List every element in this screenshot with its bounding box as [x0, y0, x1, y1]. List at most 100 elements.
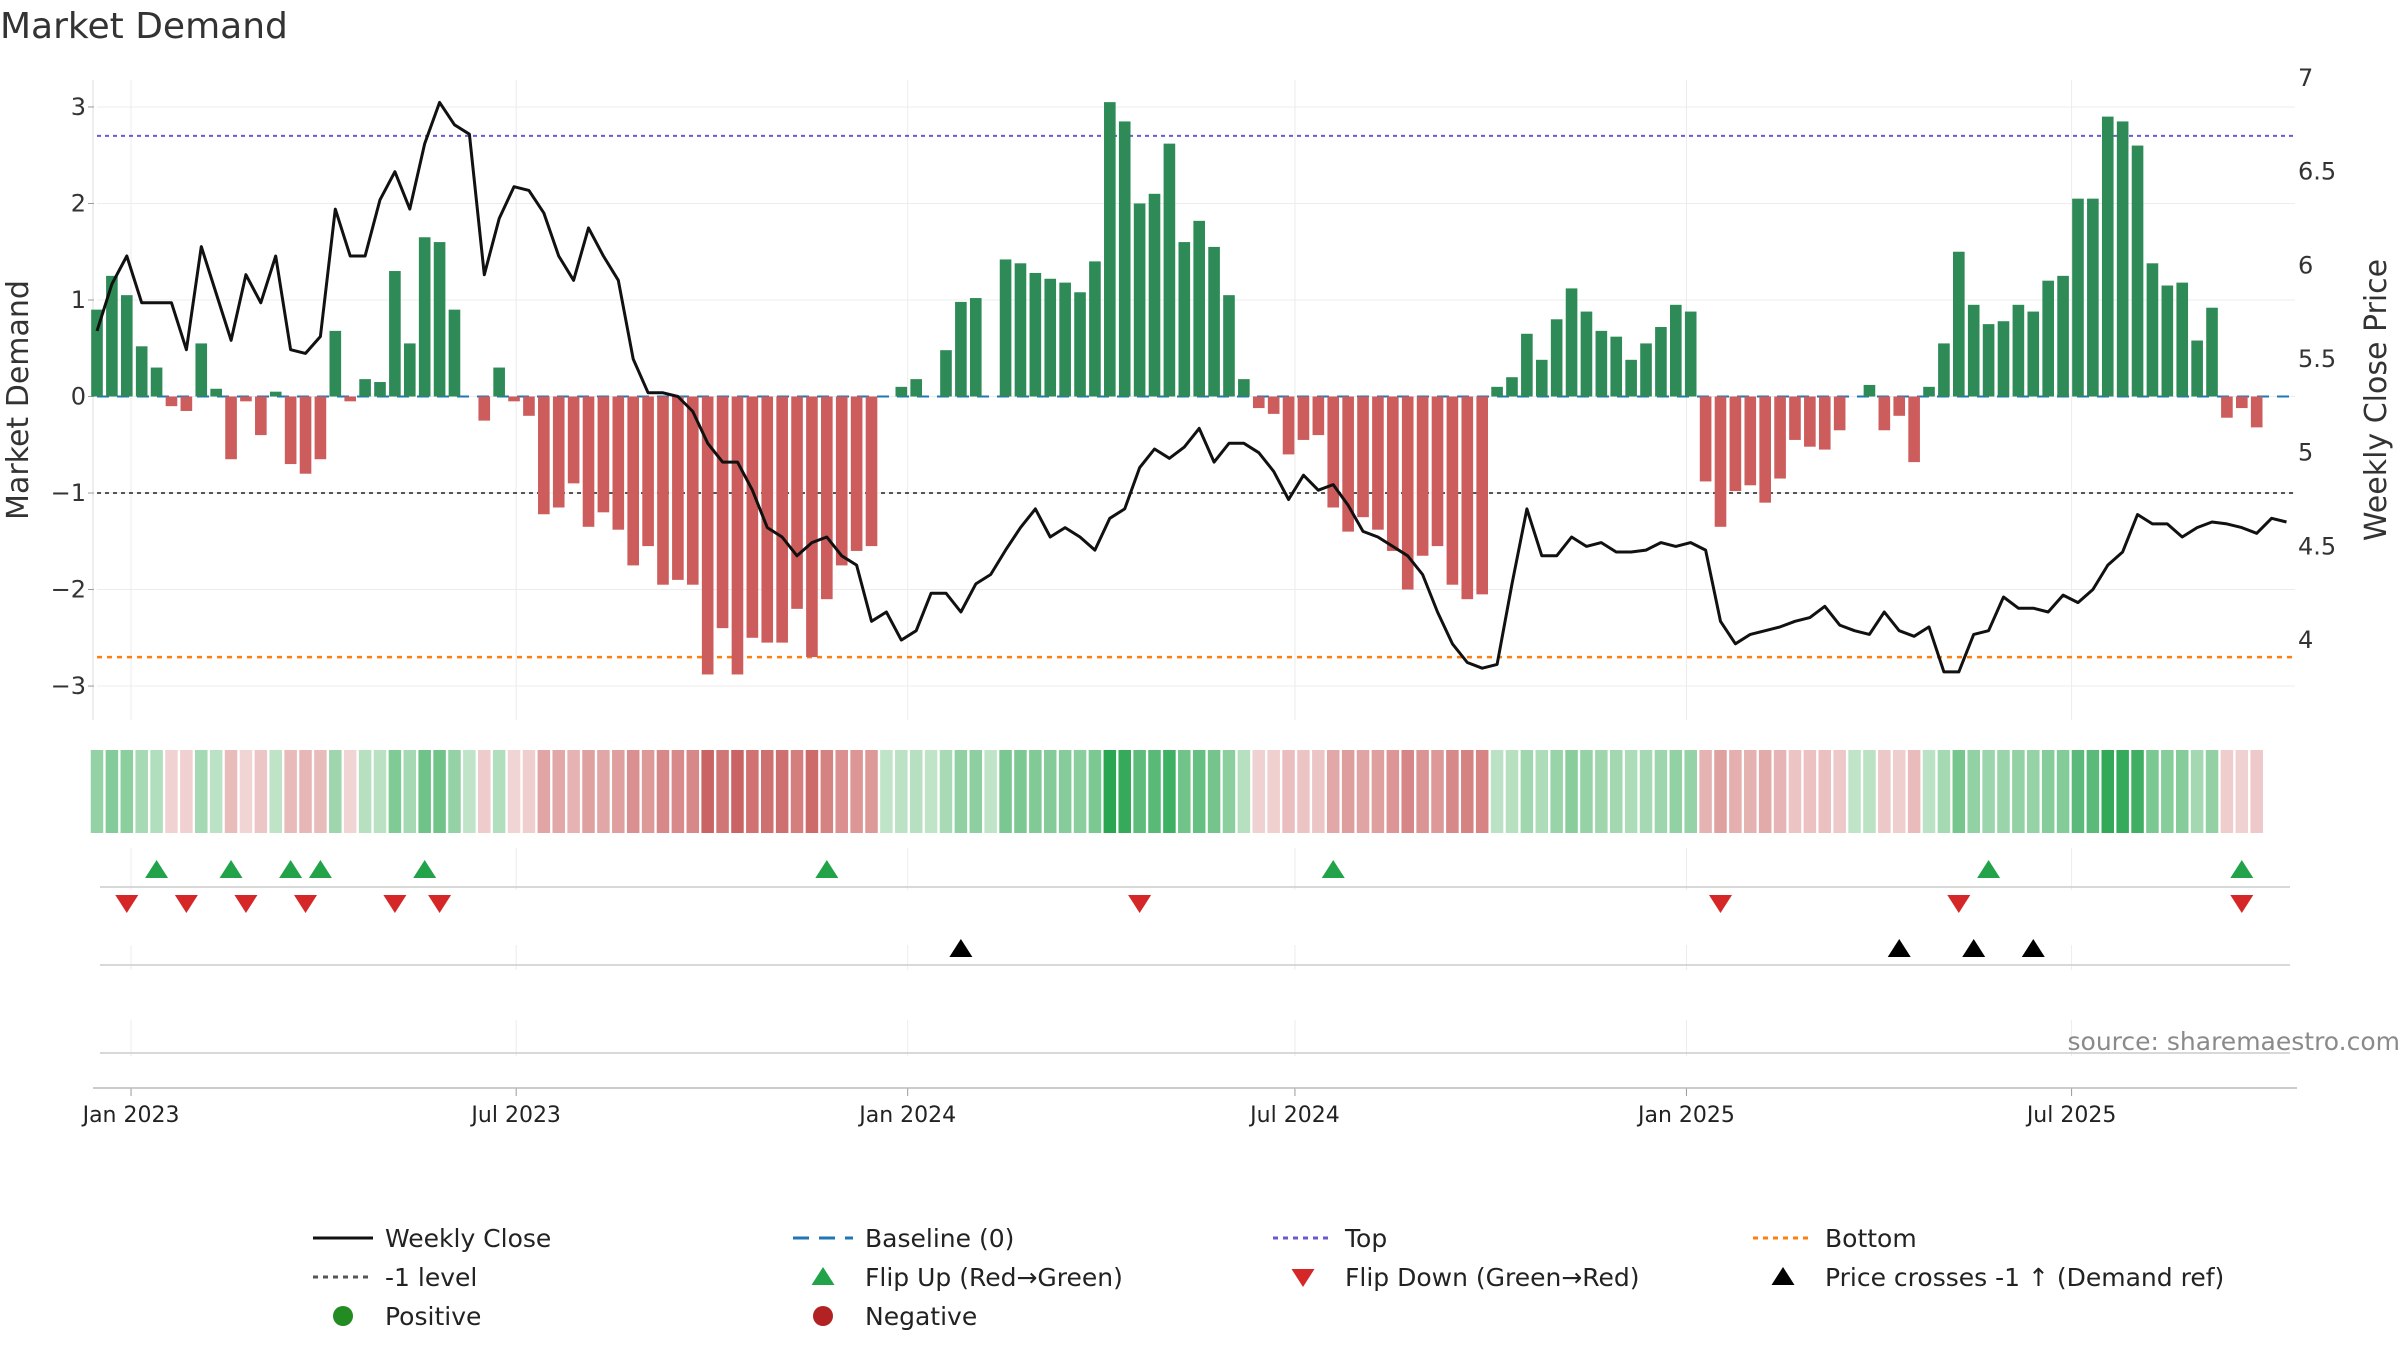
demand-bar-positive	[969, 298, 982, 397]
demand-bar-negative	[746, 396, 759, 638]
flip-up-marker	[815, 860, 839, 878]
heat-cell	[1312, 750, 1325, 833]
demand-bar-negative	[1774, 396, 1786, 479]
legend-label: Flip Up (Red→Green)	[865, 1263, 1123, 1292]
demand-bar-positive	[2042, 280, 2054, 397]
heat-cell	[1431, 750, 1444, 833]
heat-cell	[1997, 750, 2010, 833]
legend-label: Baseline (0)	[865, 1224, 1014, 1253]
y-axis-label: Market Demand	[1, 280, 36, 520]
demand-bar-negative	[776, 396, 788, 643]
heat-cell	[1148, 750, 1161, 833]
demand-bar-negative	[2221, 396, 2233, 418]
heat-cell	[2012, 750, 2025, 833]
demand-bar-negative	[1744, 396, 1757, 486]
demand-bar-negative	[1431, 396, 1444, 547]
demand-bar-negative	[478, 396, 491, 421]
demand-bar-positive	[1148, 193, 1161, 397]
flip-down-marker	[174, 895, 198, 913]
demand-bar-positive	[1565, 288, 1578, 397]
heat-cell	[775, 750, 789, 833]
weekly-close-line	[95, 100, 2287, 674]
demand-bar-negative	[1833, 396, 1846, 431]
demand-bar-negative	[642, 396, 654, 547]
flip-up-marker	[413, 860, 437, 878]
x-grid	[130, 80, 2073, 1096]
demand-bar-negative	[1267, 396, 1280, 414]
legend-label: Positive	[385, 1302, 481, 1331]
demand-bar-negative	[240, 396, 252, 402]
heat-cell	[373, 750, 387, 833]
heat-cell	[1014, 750, 1027, 833]
demand-bar-negative	[1357, 396, 1369, 518]
demand-bar-negative	[1699, 396, 1712, 482]
heat-cell	[209, 750, 223, 833]
heat-cell	[939, 750, 953, 833]
demand-bar-positive	[106, 275, 118, 397]
y-tick-label: −2	[51, 576, 86, 604]
heat-cell	[1699, 750, 1712, 833]
demand-bar-negative	[552, 396, 565, 508]
heat-cell	[1907, 750, 1921, 833]
heat-cell	[1192, 750, 1206, 833]
legend-label: Price crosses -1 ↑ (Demand ref)	[1825, 1263, 2224, 1292]
demand-bar-negative	[1342, 396, 1354, 532]
heat-cell	[909, 750, 923, 833]
legend-swatch-dot	[813, 1306, 833, 1326]
flip-up-marker	[1977, 860, 2001, 878]
demand-bar-positive	[1044, 278, 1057, 397]
heat-cell	[2235, 750, 2249, 833]
demand-bar-positive	[999, 259, 1012, 397]
legend-label: Flip Down (Green→Red)	[1345, 1263, 1640, 1292]
heat-cell	[463, 750, 476, 833]
flip-up-marker	[1321, 860, 1345, 878]
legend-swatch-triangle-up	[811, 1267, 835, 1285]
x-tick-label: Jul 2024	[1248, 1103, 1340, 1128]
flip-down-marker	[1947, 895, 1971, 913]
demand-bar-positive	[135, 346, 148, 397]
demand-bar-positive	[448, 309, 461, 397]
heat-cell	[1535, 750, 1549, 833]
heat-cell	[507, 750, 521, 833]
demand-bar-positive	[1535, 359, 1548, 397]
heat-cell	[1505, 750, 1519, 833]
source-note: source: sharemaestro.com	[2068, 1027, 2400, 1056]
demand-bar-negative	[508, 396, 520, 402]
heat-cell	[1654, 750, 1668, 833]
demand-bar-positive	[2176, 282, 2189, 397]
heat-cell	[1475, 750, 1489, 833]
heat-cell	[656, 750, 670, 833]
demand-bar-positive	[1208, 246, 1220, 397]
heat-cell	[537, 750, 551, 833]
demand-bar-negative	[791, 396, 803, 609]
flip-down-marker	[383, 895, 407, 913]
heat-cell	[2041, 750, 2055, 833]
demand-bar-negative	[180, 396, 193, 411]
demand-bar-positive	[2057, 275, 2069, 397]
heat-cell	[1565, 750, 1578, 833]
demand-bar-positive	[2012, 304, 2025, 397]
demand-bar-negative	[835, 396, 848, 566]
heat-cell	[448, 750, 461, 833]
demand-bar-negative	[731, 396, 744, 675]
demand-bar-negative	[1387, 396, 1399, 551]
x-tick-label: Jan 2023	[81, 1103, 180, 1128]
heat-cell	[626, 750, 640, 833]
demand-bar-positive	[2101, 116, 2114, 397]
heat-cell	[1773, 750, 1787, 833]
heat-cell	[2086, 750, 2100, 833]
flip-down-marker	[234, 895, 258, 913]
heat-cell	[1520, 750, 1534, 833]
heat-cell	[716, 750, 729, 833]
demand-bar-negative	[716, 396, 729, 629]
demand-bar-negative	[314, 396, 327, 460]
heat-cell	[105, 750, 119, 833]
heat-cell	[820, 750, 834, 833]
flip-up-marker	[145, 860, 169, 878]
demand-bar-positive	[433, 242, 446, 397]
heat-cell	[567, 750, 580, 833]
heat-cell	[1058, 750, 1072, 833]
heat-cell	[2146, 750, 2159, 833]
demand-bar-negative	[1252, 396, 1265, 409]
heat-cell	[1029, 750, 1042, 833]
